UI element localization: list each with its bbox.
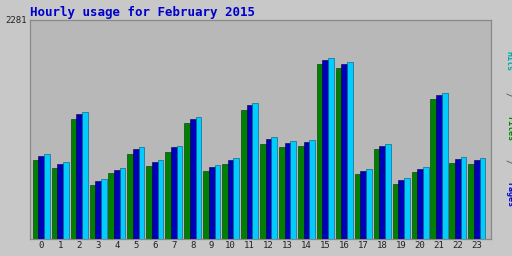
Bar — [404, 178, 410, 239]
Bar — [450, 163, 455, 239]
Bar — [309, 140, 315, 239]
Bar — [222, 164, 228, 239]
Bar — [442, 93, 447, 239]
Bar — [215, 165, 220, 239]
Bar — [455, 159, 461, 239]
Bar — [474, 160, 480, 239]
Bar — [461, 157, 466, 239]
Bar — [233, 158, 239, 239]
Bar — [57, 164, 63, 239]
Bar — [260, 144, 266, 239]
Bar — [393, 184, 398, 239]
Bar — [241, 110, 247, 239]
Bar — [139, 147, 144, 239]
Bar — [379, 146, 385, 239]
Bar — [228, 160, 233, 239]
Bar — [158, 160, 163, 239]
Bar — [63, 162, 69, 239]
Bar — [271, 137, 277, 239]
Bar — [252, 103, 258, 239]
Bar — [114, 169, 120, 239]
Text: /: / — [505, 87, 512, 102]
Bar — [323, 60, 328, 239]
Bar — [360, 170, 366, 239]
Bar — [385, 144, 391, 239]
Bar — [184, 123, 190, 239]
Bar — [71, 119, 76, 239]
Bar — [203, 170, 209, 239]
Bar — [480, 158, 485, 239]
Bar — [436, 95, 442, 239]
Bar — [76, 114, 82, 239]
Text: /: / — [505, 154, 512, 169]
Bar — [328, 58, 334, 239]
Bar — [190, 119, 196, 239]
Bar — [423, 167, 429, 239]
Bar — [266, 139, 271, 239]
Bar — [247, 105, 252, 239]
Bar — [152, 162, 158, 239]
Bar — [412, 173, 417, 239]
Bar — [347, 62, 353, 239]
Bar — [279, 146, 285, 239]
Text: Hits: Hits — [505, 51, 512, 71]
Bar — [177, 146, 182, 239]
Bar — [374, 150, 379, 239]
Bar — [109, 173, 114, 239]
Bar — [90, 185, 95, 239]
Bar — [209, 167, 215, 239]
Bar — [171, 147, 177, 239]
Bar — [127, 154, 133, 239]
Text: Files: Files — [505, 115, 512, 141]
Bar — [196, 117, 201, 239]
Bar — [298, 146, 304, 239]
Bar — [417, 169, 423, 239]
Bar — [82, 112, 88, 239]
Bar — [38, 156, 44, 239]
Bar — [133, 150, 139, 239]
Bar — [355, 174, 360, 239]
Text: Hourly usage for February 2015: Hourly usage for February 2015 — [30, 6, 255, 18]
Bar — [120, 168, 125, 239]
Bar — [33, 160, 38, 239]
Bar — [366, 169, 372, 239]
Bar — [101, 179, 106, 239]
Bar — [431, 99, 436, 239]
Bar — [342, 64, 347, 239]
Bar — [317, 64, 323, 239]
Bar — [304, 142, 309, 239]
Bar — [44, 154, 50, 239]
Bar — [285, 143, 290, 239]
Text: Pages: Pages — [505, 182, 512, 207]
Bar — [146, 166, 152, 239]
Bar — [398, 180, 404, 239]
Bar — [290, 141, 296, 239]
Bar — [52, 168, 57, 239]
Bar — [468, 164, 474, 239]
Bar — [165, 152, 171, 239]
Bar — [336, 68, 342, 239]
Bar — [95, 181, 101, 239]
